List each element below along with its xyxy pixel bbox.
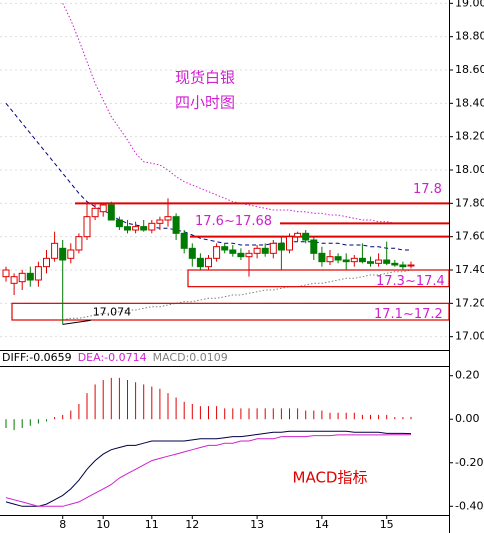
candle-body [237, 252, 245, 258]
candle-body [334, 256, 342, 261]
y-tick-label: -0.40 [455, 499, 483, 512]
candle-body [205, 257, 212, 268]
level-label: 17.8 [413, 182, 442, 197]
candle-body [253, 247, 261, 254]
candle-body [358, 257, 366, 263]
y-tick-label: -0.20 [455, 456, 483, 469]
candle-body [43, 257, 50, 268]
x-tick-label: 11 [145, 518, 159, 531]
candle-body [164, 216, 172, 221]
candle-body [375, 259, 383, 264]
candle-body [180, 232, 188, 249]
candle-body [99, 204, 107, 213]
macd-line [5, 430, 412, 507]
low-marker [62, 319, 91, 325]
y-tick-label: 18.40 [455, 96, 484, 109]
x-tick-label: 15 [380, 518, 394, 531]
y-tick-label: 18.60 [455, 63, 484, 76]
zone-label: 17.1~17.2 [374, 307, 443, 322]
x-tick-label: 8 [59, 518, 66, 531]
candle-body [261, 247, 269, 254]
candle-body [10, 276, 18, 284]
candle-body [326, 256, 334, 263]
y-tick-label: 18.80 [455, 30, 484, 43]
ma-line [5, 102, 411, 251]
level-label: 17.6~17.68 [195, 214, 272, 229]
y-tick-label: 17.80 [455, 196, 484, 209]
ma-line [62, 269, 412, 321]
candle-body [91, 207, 99, 218]
candle-body [302, 232, 310, 241]
candle-body [407, 264, 415, 267]
y-tick-label: 17.60 [455, 230, 484, 243]
candle-body [148, 222, 156, 231]
x-tick-label: 13 [250, 518, 264, 531]
ma-line [62, 3, 411, 224]
candle-body [107, 204, 115, 221]
candle-body [59, 247, 67, 261]
candle-body [269, 242, 277, 254]
chart-title: 现货白银 [175, 69, 235, 87]
candle-body [245, 252, 253, 258]
y-tick-label: 17.40 [455, 263, 484, 276]
y-tick-label: 18.00 [455, 163, 484, 176]
candle-body [26, 272, 34, 281]
candle-body [51, 242, 59, 259]
y-tick-label: 17.00 [455, 330, 484, 343]
candle-body [391, 262, 399, 266]
candle-body [83, 216, 91, 238]
macd-header: MACD:0.0109 [153, 351, 228, 364]
candle-body [196, 257, 204, 268]
panel-label: MACD指标 [293, 469, 368, 487]
candle-body [221, 246, 229, 251]
zone-box [11, 302, 450, 321]
x-tick-label: 10 [96, 518, 110, 531]
candle-body [34, 266, 42, 281]
candle-body [350, 257, 358, 263]
candle-body [318, 252, 326, 263]
candle-body [286, 236, 293, 251]
candle-body [67, 249, 75, 259]
y-tick-label: 19.00 [455, 0, 484, 9]
candle-body [18, 272, 26, 283]
low-label: 17.074 [93, 305, 132, 318]
candle-body [75, 236, 83, 251]
candle-body [172, 216, 180, 234]
x-tick-label: 12 [185, 518, 199, 531]
candle-body [399, 264, 407, 268]
candle-body [188, 247, 196, 259]
y-tick-label: 0.20 [455, 369, 480, 382]
zone-label: 17.3~17.4 [376, 274, 445, 289]
candle-body [124, 226, 131, 231]
candle-body [140, 226, 148, 231]
chart-subtitle: 四小时图 [175, 94, 235, 112]
x-tick-label: 14 [315, 518, 329, 531]
y-tick-label: 17.20 [455, 296, 484, 309]
candle-body [132, 226, 140, 231]
y-tick-label: 0.00 [455, 412, 480, 425]
macd-header: DIFF:-0.0659 [2, 351, 72, 364]
macd-header: DEA:-0.0714 [78, 351, 147, 364]
candle-body [213, 246, 221, 259]
candle-body [115, 219, 123, 228]
candle-body [294, 232, 302, 238]
candle-body [277, 242, 285, 251]
candle-body [310, 239, 318, 254]
candle-body [342, 259, 350, 263]
zone-box [187, 269, 450, 288]
y-tick-label: 18.20 [455, 130, 484, 143]
macd-line [5, 434, 412, 507]
candle-body [229, 249, 237, 254]
candle-body [2, 269, 10, 278]
candle-body [383, 259, 391, 264]
candle-body [367, 261, 374, 264]
candle-body [156, 219, 164, 224]
